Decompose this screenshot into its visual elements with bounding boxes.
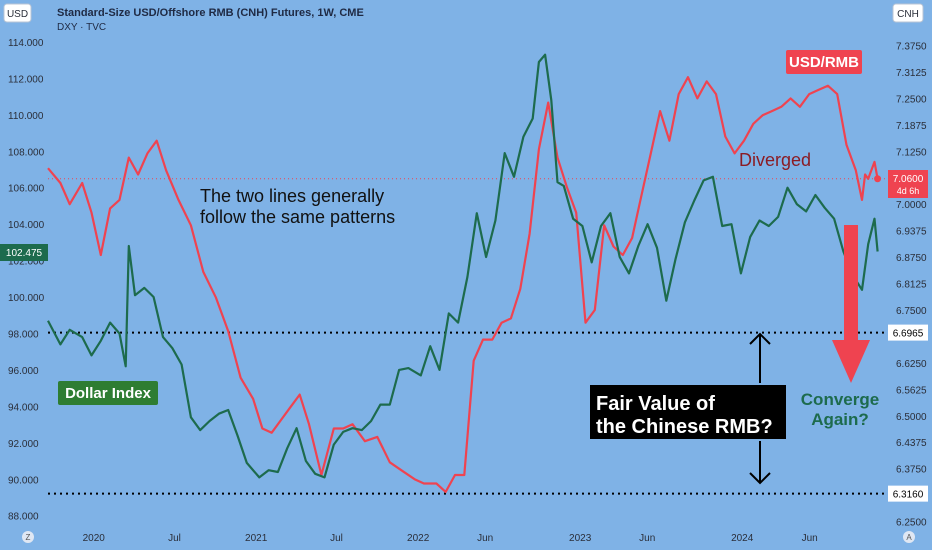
patterns-note-line-1: The two lines generally <box>200 186 384 206</box>
auto-scale-icon: A <box>906 533 912 542</box>
left-axis-tick-label: 94.000 <box>8 402 39 413</box>
series-lines <box>47 53 882 493</box>
left-axis-tick-label: 114.000 <box>8 38 44 49</box>
right-axis-tick-label: 7.3125 <box>896 68 927 79</box>
right-axis-tick-label: 6.7500 <box>896 306 927 317</box>
right-axis-tick-label: 6.8750 <box>896 253 927 264</box>
right-currency-badge[interactable] <box>892 3 924 23</box>
zoom-icon: Z <box>26 533 31 542</box>
left-axis-tick-label: 98.000 <box>8 329 39 340</box>
dxy-last-price-badge <box>0 244 48 261</box>
right-axis-tick-label: 6.4375 <box>896 438 927 449</box>
right-axis-tick-label: 6.3750 <box>896 465 927 476</box>
time-axis-tick-label: 2024 <box>731 533 754 544</box>
right-axis-tick-label: 6.9375 <box>896 227 927 238</box>
left-axis-tick-label: 110.000 <box>8 111 44 122</box>
left-axis-tick-label: 100.000 <box>8 293 45 304</box>
time-axis-tick-label: 2022 <box>407 533 430 544</box>
auto-scale-button[interactable] <box>903 531 915 543</box>
level-lines: 6.6965 6.3160 <box>48 178 928 502</box>
dxy-last-price: 102.475 <box>6 248 43 259</box>
right-currency-label: CNH <box>897 9 919 20</box>
left-axis-tick-label: 112.000 <box>8 74 44 85</box>
time-axis-tick-label: Jul <box>168 533 181 544</box>
usdrmb-last-point <box>874 175 882 183</box>
left-axis-tick-label: 90.000 <box>8 475 39 486</box>
left-axis-tick-label: 92.000 <box>8 439 39 450</box>
right-axis-tick-label: 6.5625 <box>896 385 927 396</box>
price-badges: 102.475 7.0600 4d 6h <box>0 170 928 261</box>
zoom-reset-button[interactable] <box>22 531 34 543</box>
fair-value-range-arrow <box>749 332 771 485</box>
time-axis-tick-label: Jun <box>802 533 818 544</box>
level-badge <box>888 485 928 502</box>
chart-header: USD Standard-Size USD/Offshore RMB (CNH)… <box>3 3 924 33</box>
left-currency-label: USD <box>7 9 28 20</box>
dxy-series-label-box <box>58 381 158 405</box>
fair-value-box <box>590 385 786 439</box>
diverged-note: Diverged <box>739 150 811 170</box>
time-axis: 2020 Jul 2021 Jul 2022 Jun 2023 Jun 2024 Jun <box>83 533 818 544</box>
level-badge-label: 6.6965 <box>893 329 924 340</box>
converge-note-line-1: Converge <box>801 390 879 409</box>
left-axis: 114.000 112.000 110.000 108.000 106.000 104.0… <box>8 38 45 523</box>
right-axis-tick-label: 7.2500 <box>896 94 927 105</box>
left-axis-tick-label: 104.000 <box>8 220 45 231</box>
level-badge <box>888 324 928 341</box>
dxy-line <box>47 53 879 479</box>
left-axis-tick-label: 106.000 <box>8 184 45 195</box>
chart-subtitle: DXY · TVC <box>57 22 106 33</box>
level-badge-label: 6.3160 <box>893 490 924 501</box>
right-axis-tick-label: 6.6250 <box>896 359 927 370</box>
right-axis-tick-label: 7.1250 <box>896 147 927 158</box>
fair-value-line-2: the Chinese RMB? <box>596 416 773 438</box>
dxy-series-label: Dollar Index <box>65 385 152 402</box>
right-axis-tick-label: 6.2500 <box>896 518 927 529</box>
time-axis-tick-label: 2021 <box>245 533 268 544</box>
annotations: The two lines generally follow the same … <box>58 50 879 485</box>
fair-value-line-1: Fair Value of <box>596 393 715 415</box>
patterns-note-line-2: follow the same patterns <box>200 207 395 227</box>
right-axis-tick-label: 7.1875 <box>896 121 927 132</box>
chart-title: Standard-Size USD/Offshore RMB (CNH) Fut… <box>57 7 364 19</box>
right-axis-tick-label: 7.3750 <box>896 41 927 52</box>
left-axis-tick-label: 108.000 <box>8 147 45 158</box>
right-axis-tick-label: 6.8125 <box>896 280 927 291</box>
left-axis-tick-label: 96.000 <box>8 366 39 377</box>
usdrmb-line <box>47 76 879 493</box>
time-axis-tick-label: 2023 <box>569 533 592 544</box>
converge-down-arrow <box>832 225 870 383</box>
bar-countdown: 4d 6h <box>897 186 920 196</box>
right-axis-tick-label: 7.0000 <box>896 200 927 211</box>
left-axis-tick-label: 102.000 <box>8 257 45 268</box>
usdrmb-last-price-badge <box>888 170 928 198</box>
left-currency-badge[interactable] <box>3 3 32 23</box>
time-axis-tick-label: Jul <box>330 533 343 544</box>
left-axis-tick-label: 88.000 <box>8 512 39 523</box>
time-axis-tick-label: 2020 <box>83 533 106 544</box>
usdrmb-series-label: USD/RMB <box>789 54 859 71</box>
usdrmb-last-price: 7.0600 <box>893 174 924 185</box>
time-axis-tick-label: Jun <box>639 533 655 544</box>
usdrmb-series-label-box <box>786 50 862 74</box>
right-axis-tick-label: 6.5000 <box>896 412 927 423</box>
converge-note-line-2: Again? <box>811 410 869 429</box>
time-axis-tick-label: Jun <box>477 533 493 544</box>
